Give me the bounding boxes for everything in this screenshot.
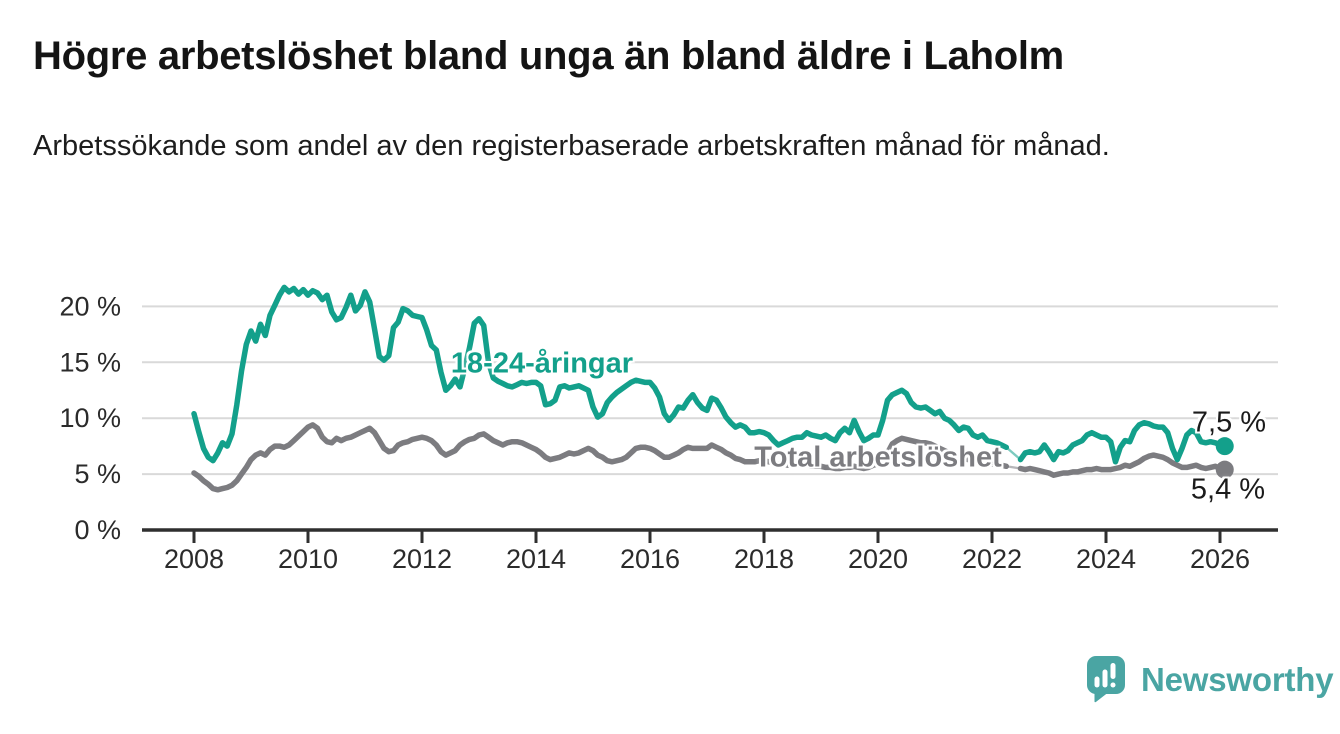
series-label-total: Total arbetslöshet	[754, 441, 1002, 474]
y-tick-label: 20 %	[59, 291, 121, 321]
newsworthy-logo: Newsworthy	[1086, 655, 1334, 703]
x-tick-label: 2016	[620, 544, 680, 574]
x-tick-label: 2022	[962, 544, 1022, 574]
x-tick-label: 2024	[1076, 544, 1136, 574]
end-dot-young	[1215, 437, 1234, 456]
end-value-label-total: 5,4 %	[1190, 473, 1266, 506]
series-line-young	[191, 284, 1010, 464]
logo-exclamation-dot	[1110, 682, 1116, 688]
y-tick-label: 0 %	[74, 515, 121, 545]
chart-title: Högre arbetslöshet bland unga än bland ä…	[33, 34, 1064, 78]
x-tick-label: 2010	[278, 544, 338, 574]
series-label-young: 18-24-åringar	[450, 347, 634, 380]
series-gap-bridge	[1005, 446, 1022, 461]
newsworthy-bubble-icon	[1087, 656, 1125, 703]
x-tick-label: 2012	[392, 544, 452, 574]
chart-subtitle: Arbetssökande som andel av den registerb…	[33, 130, 1110, 162]
end-value-label-young: 7,5 %	[1191, 406, 1267, 439]
series-line-total	[1017, 452, 1228, 478]
newsworthy-wordmark: Newsworthy	[1141, 660, 1334, 698]
y-tick-label: 10 %	[59, 403, 121, 433]
logo-bar-short	[1094, 676, 1100, 688]
y-tick-label: 5 %	[74, 459, 121, 489]
x-tick-label: 2020	[848, 544, 908, 574]
x-tick-label: 2008	[164, 544, 224, 574]
series-line-total	[191, 422, 1010, 493]
x-tick-label: 2018	[734, 544, 794, 574]
end-dot-total	[1215, 460, 1234, 479]
logo-bar-tall	[1102, 669, 1108, 688]
logo-exclamation-bar	[1110, 663, 1116, 679]
x-tick-label: 2026	[1190, 544, 1250, 574]
x-tick-label: 2014	[506, 544, 566, 574]
y-tick-label: 15 %	[59, 347, 121, 377]
series-line-young	[1017, 419, 1228, 465]
